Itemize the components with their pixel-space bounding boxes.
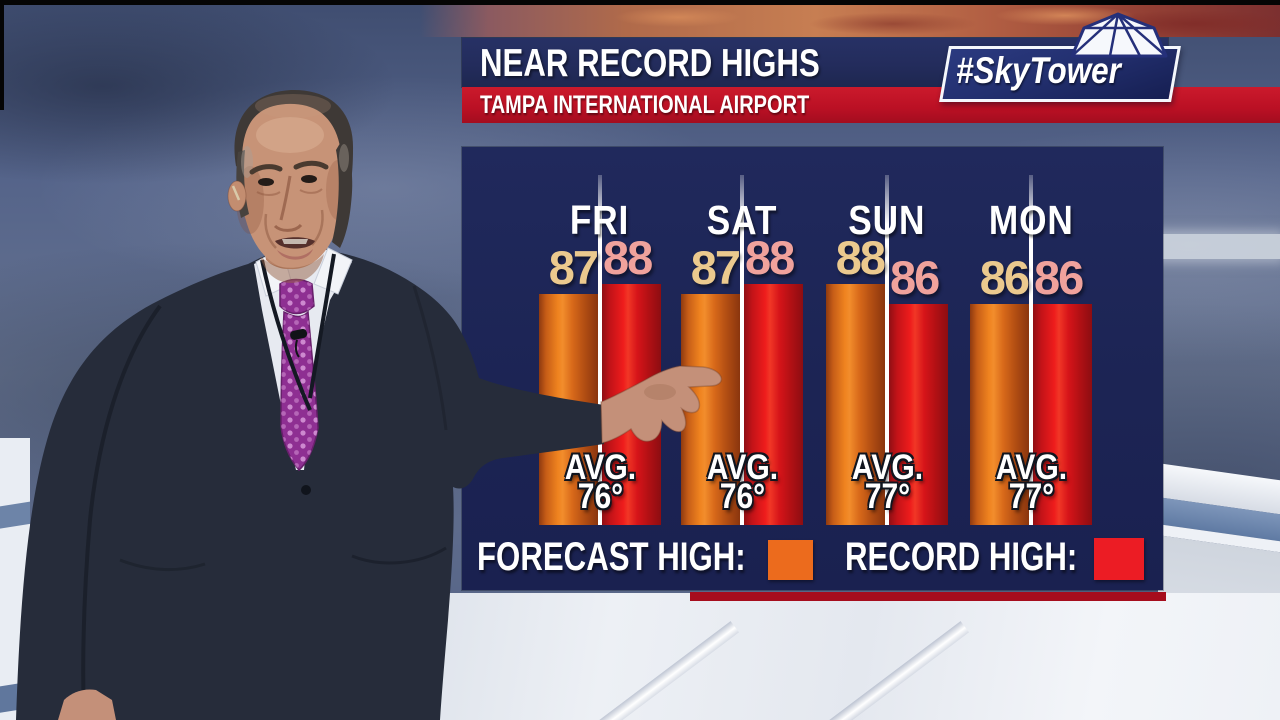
neck bbox=[262, 222, 319, 269]
suit-lapels bbox=[262, 254, 334, 495]
record-value: 88 bbox=[603, 236, 651, 280]
left-ear bbox=[228, 181, 246, 211]
lavalier-mic bbox=[289, 328, 307, 357]
left-edge bbox=[0, 0, 4, 110]
face-features bbox=[252, 163, 326, 259]
desk-stripe-blue bbox=[0, 681, 30, 713]
forecast-value: 87 bbox=[691, 246, 739, 290]
forecast-legend-swatch bbox=[768, 540, 813, 580]
day-label: MON bbox=[946, 197, 1116, 244]
forecast-value: 88 bbox=[836, 236, 884, 280]
day-group-mon: MON 86 86 AVG.77° bbox=[946, 147, 1116, 590]
broadcast-frame: NEAR RECORD HIGHS TAMPA INTERNATIONAL AI… bbox=[0, 0, 1280, 720]
head bbox=[228, 90, 353, 283]
forecast-chart-panel: FRI 87 88 AVG.76° SAT 87 88 AVG.76° SUN … bbox=[462, 147, 1163, 590]
left-hand bbox=[58, 689, 116, 720]
record-value: 88 bbox=[745, 236, 793, 280]
record-legend-swatch bbox=[1094, 538, 1144, 580]
skytower-brand: #SkyTower bbox=[956, 48, 1171, 94]
studio-desk-bottom bbox=[350, 593, 1280, 720]
record-value: 86 bbox=[1034, 256, 1082, 300]
desk-stripe-blue bbox=[0, 501, 30, 529]
forecast-value: 87 bbox=[549, 246, 597, 290]
top-edge bbox=[0, 0, 1280, 5]
record-value: 86 bbox=[890, 256, 938, 300]
average-high: AVG.77° bbox=[946, 453, 1116, 511]
necktie bbox=[280, 280, 318, 471]
shirt-and-collar bbox=[254, 248, 352, 470]
panel-red-underline bbox=[690, 592, 1166, 601]
desk-ridge bbox=[475, 621, 739, 720]
desk-ridge bbox=[705, 621, 969, 720]
studio-light-band bbox=[1150, 234, 1280, 259]
studio-desk-left bbox=[0, 438, 30, 720]
forecast-value: 86 bbox=[980, 256, 1028, 300]
